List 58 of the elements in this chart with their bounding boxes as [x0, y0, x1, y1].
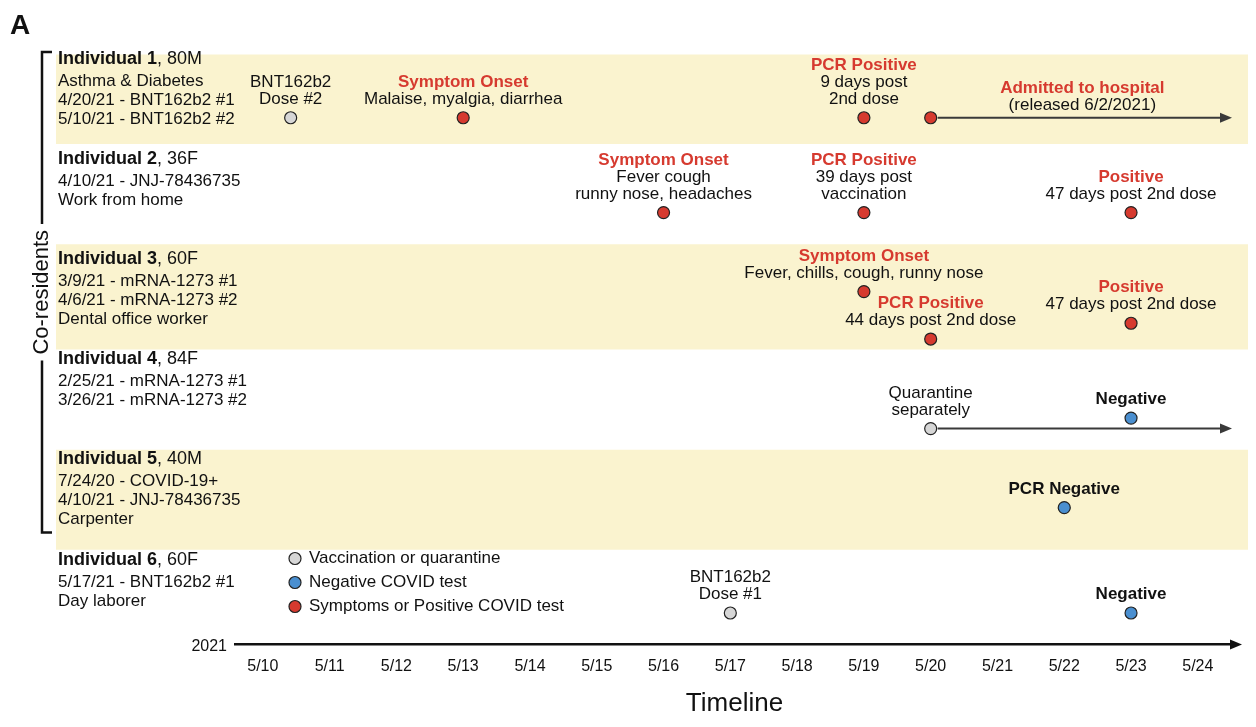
legend-label: Negative COVID test	[309, 572, 468, 592]
annotation: Quarantine separately	[888, 382, 973, 419]
point	[723, 606, 737, 620]
x-tick-label: 5/13	[447, 656, 479, 674]
annotation: BNT162b2 Dose #2	[250, 71, 332, 108]
point	[656, 205, 671, 220]
x-tick-label: 5/23	[1115, 656, 1147, 674]
x-tick-label: 5/15	[581, 656, 613, 674]
point	[857, 285, 871, 299]
point	[1124, 606, 1138, 620]
annotation: Individual 6, 60F 5/17/21 - BNT162b2 #1 Day laborer	[58, 548, 235, 610]
annotation: Individual 1, 80M Asthma & Diabetes 4/20/21 - BNT162b2 #1 5/10/21 - BNT162b2 #2	[58, 48, 235, 128]
point	[1124, 411, 1138, 425]
text: 2021	[191, 636, 228, 654]
legend-label: Vaccination or quarantine	[309, 548, 501, 568]
x-axis-title: Timeline	[685, 686, 784, 717]
annotation: Individual 3, 60F 3/9/21 - mRNA-1273 #1 4/6/21 - mRNA-1273 #2 Dental office worker	[58, 248, 238, 329]
x-tick-label: 5/20	[915, 656, 947, 674]
point	[924, 422, 938, 436]
annotation: Individual 5, 40M 7/24/20 - COVID-19+ 4/10/21 - JNJ-78436735 Carpenter	[58, 448, 241, 529]
x-tick-label: 5/17	[714, 656, 746, 674]
annotation: Individual 2, 36F 4/10/21 - JNJ-78436735 Work from home	[58, 148, 241, 210]
text: Co-residents	[28, 229, 54, 355]
x-tick-label: 5/18	[781, 656, 813, 674]
x-tick-label: 5/21	[981, 656, 1014, 674]
point	[284, 111, 298, 125]
x-tick-label: 5/10	[247, 656, 279, 674]
annotation: Negative	[1095, 583, 1167, 603]
x-tick-label: 5/12	[380, 656, 413, 674]
annotation: Symptom Onset Malaise, myalgia, diarrhea	[363, 71, 563, 108]
annotation: BNT162b2 Dose #1	[689, 566, 771, 603]
point	[1124, 205, 1138, 220]
annotation: PCR Negative	[1008, 478, 1120, 498]
chart-title: A	[10, 9, 31, 40]
annotation: Positive 47 days post 2nd dose	[1045, 277, 1217, 314]
annotation: PCR Positive 39 days post vaccination	[810, 149, 917, 203]
point	[1124, 316, 1138, 330]
annotation: PCR Positive 44 days post 2nd dose	[845, 293, 1017, 330]
annotation: Individual 4, 84F 2/25/21 - mRNA-1273 #1 3/26/21 - mRNA-1273 #2	[58, 348, 247, 410]
x-tick-label: 5/19	[848, 656, 880, 674]
legend-label: Symptoms or Positive COVID test	[309, 596, 565, 616]
annotation: Symptom Onset Fever cough runny nose, headaches	[575, 149, 752, 203]
x-tick-label: 5/14	[514, 656, 546, 674]
annotation: Negative	[1095, 389, 1167, 409]
point	[924, 332, 938, 346]
x-tick-label: 5/11	[314, 656, 345, 674]
x-tick-label: 5/22	[1048, 656, 1080, 674]
point	[1057, 501, 1071, 515]
annotation: PCR Positive 9 days post 2nd dose	[810, 54, 917, 108]
text: Admitted to hospital (released 6/2/2021)	[1000, 77, 1165, 114]
point	[857, 111, 871, 125]
point	[456, 111, 470, 125]
point	[924, 111, 938, 125]
x-tick-label: 5/24	[1182, 656, 1214, 674]
annotation: Positive 47 days post 2nd dose	[1045, 166, 1217, 203]
annotation: Symptom Onset Fever, chills, cough, runny nose	[744, 245, 984, 282]
x-tick-label: 5/16	[647, 656, 680, 674]
point	[857, 205, 871, 220]
